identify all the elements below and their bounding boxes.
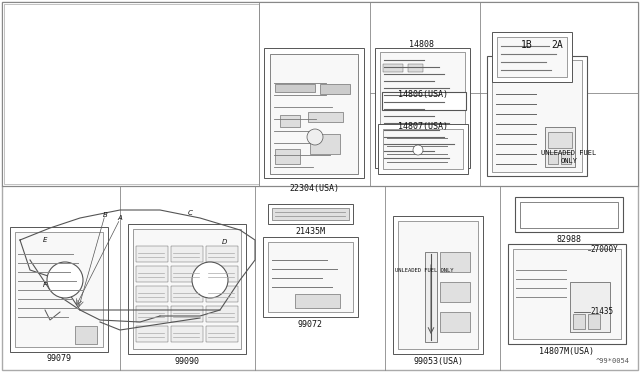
Text: ^99*0054: ^99*0054 bbox=[596, 358, 630, 364]
Bar bbox=[545, 127, 575, 167]
Bar bbox=[264, 48, 364, 178]
Bar bbox=[206, 286, 238, 302]
Bar bbox=[75, 326, 97, 344]
Bar bbox=[440, 312, 470, 332]
Bar bbox=[171, 306, 203, 322]
Bar bbox=[378, 124, 468, 174]
Circle shape bbox=[307, 129, 323, 145]
Bar bbox=[382, 92, 466, 110]
Bar bbox=[272, 208, 349, 220]
Bar bbox=[308, 112, 343, 122]
Text: 99072: 99072 bbox=[298, 320, 323, 329]
Bar bbox=[548, 132, 572, 148]
Text: 21435: 21435 bbox=[590, 308, 613, 317]
Bar bbox=[270, 54, 358, 174]
Text: F: F bbox=[43, 282, 47, 288]
Text: C: C bbox=[188, 210, 193, 216]
Bar bbox=[136, 306, 168, 322]
Text: 22304(USA): 22304(USA) bbox=[289, 184, 339, 193]
Bar bbox=[561, 152, 571, 164]
Bar bbox=[4, 4, 259, 184]
Bar bbox=[515, 197, 623, 232]
Text: 99053(USA): 99053(USA) bbox=[413, 357, 463, 366]
Bar bbox=[136, 326, 168, 342]
Bar bbox=[263, 237, 358, 317]
Text: UNLEADED FUEL: UNLEADED FUEL bbox=[541, 150, 596, 156]
Bar bbox=[206, 326, 238, 342]
Bar bbox=[508, 244, 626, 344]
Bar bbox=[128, 224, 246, 354]
Bar bbox=[2, 2, 638, 186]
Bar bbox=[440, 282, 470, 302]
Bar bbox=[171, 326, 203, 342]
Text: 21435M: 21435M bbox=[295, 227, 325, 236]
Bar bbox=[171, 246, 203, 262]
Bar bbox=[383, 129, 463, 169]
Bar bbox=[492, 60, 582, 172]
Bar bbox=[487, 56, 587, 176]
Bar bbox=[136, 286, 168, 302]
Bar bbox=[393, 216, 483, 354]
Bar bbox=[320, 84, 350, 94]
Text: A: A bbox=[118, 215, 122, 221]
Bar bbox=[492, 32, 572, 82]
Text: 27000Y: 27000Y bbox=[590, 246, 618, 254]
Bar bbox=[425, 252, 437, 342]
Bar bbox=[206, 306, 238, 322]
Text: 99090: 99090 bbox=[175, 357, 200, 366]
Text: E: E bbox=[43, 237, 47, 243]
Bar bbox=[383, 64, 403, 72]
Circle shape bbox=[413, 145, 423, 155]
Text: 14807M(USA): 14807M(USA) bbox=[540, 347, 595, 356]
Text: 82988: 82988 bbox=[557, 235, 582, 244]
Bar bbox=[133, 229, 241, 349]
Bar bbox=[280, 115, 300, 127]
Text: 1B: 1B bbox=[521, 40, 533, 50]
Text: B: B bbox=[102, 212, 108, 218]
Bar bbox=[275, 84, 315, 92]
Bar bbox=[497, 37, 567, 77]
Bar bbox=[408, 64, 423, 72]
Text: 99079: 99079 bbox=[47, 354, 72, 363]
Bar bbox=[136, 266, 168, 282]
Bar bbox=[268, 204, 353, 224]
Bar bbox=[171, 266, 203, 282]
Bar bbox=[375, 48, 470, 168]
Bar bbox=[588, 314, 600, 329]
Text: 14807(USA): 14807(USA) bbox=[398, 122, 448, 131]
Bar bbox=[295, 294, 340, 308]
Bar bbox=[136, 246, 168, 262]
Text: 14808: 14808 bbox=[410, 40, 435, 49]
Text: ONLY: ONLY bbox=[561, 158, 577, 164]
Bar bbox=[573, 314, 585, 329]
Bar bbox=[206, 266, 238, 282]
Circle shape bbox=[47, 262, 83, 298]
Circle shape bbox=[192, 262, 228, 298]
Text: 2A: 2A bbox=[551, 40, 563, 50]
Bar bbox=[398, 221, 478, 349]
Bar bbox=[275, 149, 300, 164]
Bar bbox=[171, 286, 203, 302]
Bar bbox=[15, 232, 103, 347]
Text: D: D bbox=[222, 239, 228, 245]
Bar bbox=[513, 249, 621, 339]
Bar bbox=[520, 202, 618, 228]
Text: UNLEADED FUEL ONLY: UNLEADED FUEL ONLY bbox=[395, 267, 453, 273]
Bar bbox=[10, 227, 108, 352]
Bar bbox=[548, 152, 558, 164]
Bar bbox=[570, 282, 610, 332]
Bar bbox=[380, 52, 465, 164]
Bar bbox=[206, 246, 238, 262]
Bar bbox=[440, 252, 470, 272]
Bar bbox=[268, 242, 353, 312]
Bar bbox=[310, 134, 340, 154]
Text: 14806(USA): 14806(USA) bbox=[398, 90, 448, 99]
